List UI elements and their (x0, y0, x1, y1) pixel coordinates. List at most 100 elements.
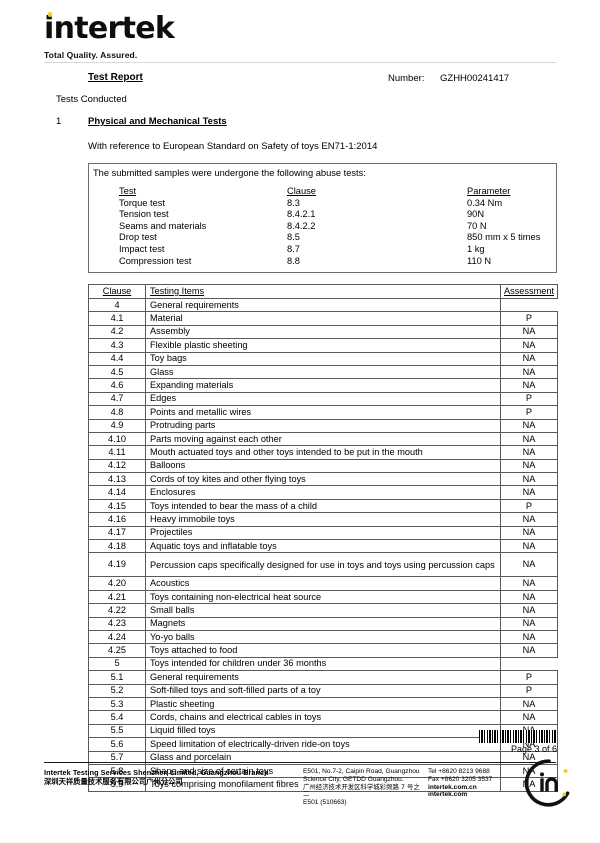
abuse-cell-test: Compression test (119, 255, 192, 266)
cell-clause: 4.17 (88, 525, 146, 541)
cell-clause: 4.8 (88, 405, 146, 420)
cell-testing-item: Percussion caps specifically designed fo… (145, 552, 501, 578)
abuse-cell-clause: 8.3 (287, 197, 300, 208)
abuse-header-clause: Clause (287, 186, 316, 196)
cell-testing-item: Parts moving against each other (145, 431, 501, 447)
table-row: 4.1 Material P (88, 311, 558, 326)
cell-assessment: P (500, 498, 558, 514)
cell-testing-item: Toys intended to bear the mass of a chil… (145, 498, 501, 514)
cell-testing-item: Edges (145, 391, 501, 407)
table-row: 4.18 Aquatic toys and inflatable toys NA (88, 539, 558, 554)
table-row: 4.6 Expanding materials NA (88, 378, 558, 393)
abuse-cell-clause: 8.4.2.2 (287, 220, 316, 231)
footer-contact-block: Tel +8620 8213 9688 Fax +8620 3205 3537 … (428, 768, 538, 799)
cell-assessment: NA (500, 696, 558, 712)
cell-assessment: NA (500, 512, 558, 527)
cell-testing-item: Balloons (145, 458, 501, 474)
table-row: 4.19 Percussion caps specifically designe… (88, 552, 558, 578)
cell-testing-item: Cords of toy kites and other flying toys (145, 472, 501, 487)
abuse-table-row: Seams and materials 8.4.2.2 70 N (119, 221, 549, 233)
cell-clause: 4.25 (88, 643, 146, 658)
cell-clause: 4.18 (88, 539, 146, 554)
intertek-circle-in-icon (524, 759, 570, 807)
footer-company-block: Intertek Testing Services Shenzhen Limit… (44, 768, 294, 787)
table-row: 4.5 Glass NA (88, 364, 558, 380)
cell-clause: 4.21 (88, 589, 146, 605)
abuse-cell-test: Tension test (119, 209, 169, 220)
cell-assessment: NA (500, 525, 558, 541)
cell-assessment: NA (500, 589, 558, 605)
cell-clause: 5.9 (88, 777, 146, 792)
cell-clause: 4.5 (88, 364, 146, 380)
cell-testing-item: Toys comprising monofilament fibres (145, 777, 501, 792)
abuse-cell-parameter: 110 N (467, 255, 492, 266)
abuse-cell-test: Seams and materials (119, 220, 207, 231)
page-number: Page 3 of 6 (510, 744, 557, 754)
cell-testing-item: Soft-filled toys and soft-filled parts o… (145, 683, 501, 698)
cell-assessment: NA (500, 710, 558, 725)
table-row: 4.3 Flexible plastic sheeting NA (88, 338, 558, 353)
table-row: 5.8 Shape and size of certain toys NA (88, 763, 558, 779)
table-row: 4.12 Balloons NA (88, 458, 558, 474)
table-row: 4.7 Edges P (88, 391, 558, 407)
cell-assessment (500, 657, 558, 671)
cell-clause: 4.24 (88, 629, 146, 645)
cell-testing-item: Toys intended for children under 36 mont… (145, 656, 501, 672)
abuse-cell-parameter: 0.34 Nm (467, 197, 503, 208)
cell-clause: 4.9 (88, 418, 146, 433)
cell-assessment: NA (500, 418, 558, 433)
table-row: 5 Toys intended for children under 36 mon… (88, 656, 558, 672)
abuse-cell-test: Drop test (119, 232, 157, 243)
table-row: 4.4 Toy bags NA (88, 351, 558, 366)
table-row: 4.24 Yo-yo balls NA (88, 629, 558, 645)
cell-assessment: P (500, 391, 558, 407)
logo-accent-dot (47, 12, 52, 17)
cell-clause: 4.23 (88, 616, 146, 631)
abuse-header-parameter: Parameter (467, 186, 511, 196)
table-row: 4.22 Small balls NA (88, 603, 558, 618)
abuse-cell-parameter: 70 N (467, 220, 487, 231)
cell-testing-item: Glass (145, 364, 501, 380)
cell-assessment: NA (500, 629, 558, 645)
table-row: 4.17 Projectiles NA (88, 525, 558, 541)
cell-testing-item: Protruding parts (145, 418, 501, 433)
cell-assessment: NA (500, 324, 558, 340)
cell-testing-item: Flexible plastic sheeting (145, 338, 501, 353)
footer-address-block: E501, No.7-2, Caipin Road, Guangzhou Sci… (303, 768, 423, 807)
abuse-cell-clause: 8.8 (287, 255, 300, 266)
footer-fax: Fax +8620 3205 3537 (428, 775, 493, 783)
abuse-cell-clause: 8.5 (287, 232, 300, 243)
cell-clause: 5.6 (88, 737, 146, 752)
abuse-table-header-row: Test Clause Parameter (119, 186, 549, 198)
footer-website[interactable]: intertek.com (428, 791, 468, 799)
results-header-clause: Clause (88, 284, 146, 299)
cell-testing-item: Material (145, 311, 501, 326)
cell-testing-item: Toy bags (145, 351, 501, 366)
abuse-table-row: Torque test 8.3 0.34 Nm (119, 198, 549, 210)
cell-assessment: NA (500, 364, 558, 380)
cell-testing-item: Toys attached to food (145, 643, 501, 658)
footer-website-cn[interactable]: intertek.com.cn (428, 783, 477, 791)
table-row: 4.11 Mouth actuated toys and other toys i… (88, 445, 558, 460)
cell-assessment: NA (500, 458, 558, 474)
abuse-cell-test: Impact test (119, 243, 165, 254)
cell-testing-item: Acoustics (145, 576, 501, 591)
table-row: 4.10 Parts moving against each other NA (88, 431, 558, 447)
footer-address-cn: 广州经济技术开发区科学城彩频路 7 号之二 (303, 782, 420, 799)
cell-testing-item: Assembly (145, 324, 501, 340)
cell-clause: 4.14 (88, 485, 146, 500)
cell-clause: 4.12 (88, 458, 146, 474)
cell-testing-item: Cords, chains and electrical cables in t… (145, 710, 501, 725)
footer-address-line-2: Science City, GETDD Guangzhou. (303, 775, 404, 783)
results-header-item: Testing Items (145, 284, 501, 299)
table-row: 4 General requirements (88, 297, 558, 313)
cell-clause: 4.20 (88, 576, 146, 591)
cell-assessment: NA (500, 552, 558, 578)
cell-testing-item: Projectiles (145, 525, 501, 541)
cell-testing-item: General requirements (145, 297, 501, 313)
footer-address-line-3: E501 (510663) (303, 799, 347, 807)
abuse-header-test: Test (119, 186, 137, 196)
abuse-table-row: Impact test 8.7 1 kg (119, 244, 549, 256)
cell-clause: 4.1 (88, 311, 146, 326)
cell-testing-item: General requirements (145, 670, 501, 685)
